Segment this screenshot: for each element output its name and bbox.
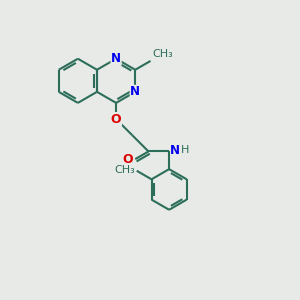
- Text: N: N: [130, 85, 140, 98]
- Text: H: H: [181, 145, 189, 155]
- Text: CH₃: CH₃: [115, 165, 135, 175]
- Text: N: N: [111, 52, 121, 65]
- Text: O: O: [111, 112, 122, 126]
- Text: O: O: [122, 153, 133, 166]
- Text: N: N: [170, 144, 180, 157]
- Text: CH₃: CH₃: [152, 50, 173, 59]
